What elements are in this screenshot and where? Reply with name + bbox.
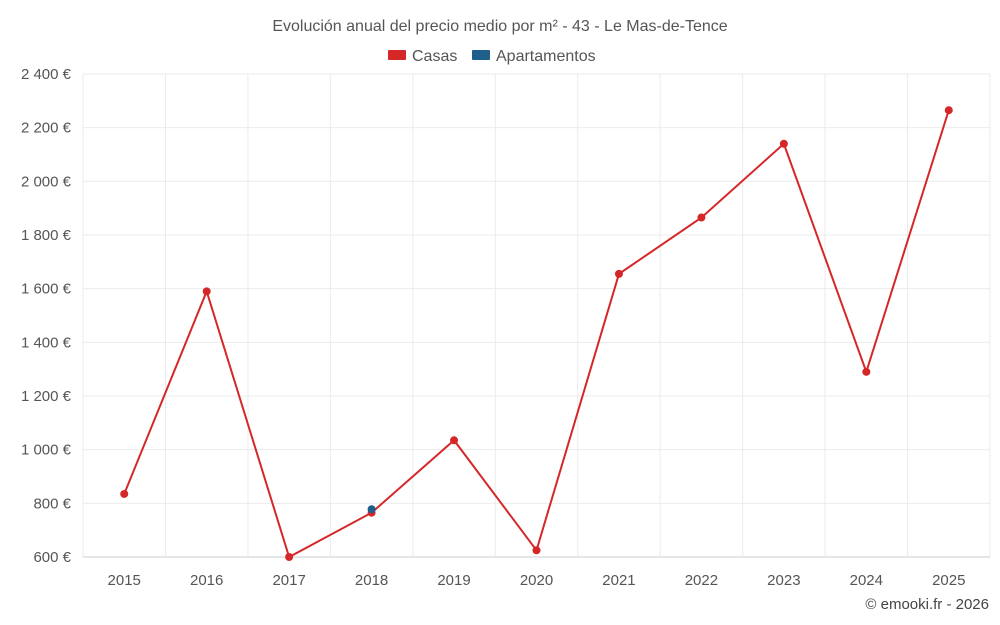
x-tick-label: 2021 <box>602 572 635 589</box>
x-axis-ticks: 2015 2016 2017 2018 2019 2020 2021 2022 2023 2024… <box>108 572 966 589</box>
y-tick-label: 1 400 € <box>21 334 72 351</box>
y-gridlines <box>83 73 990 558</box>
legend-item-apartamentos[interactable]: Apartamentos <box>472 48 596 65</box>
y-tick-label: 800 € <box>33 495 71 512</box>
x-tick-label: 2025 <box>932 572 965 589</box>
y-tick-label: 600 € <box>33 549 71 566</box>
series-points <box>120 106 953 561</box>
y-tick-label: 1 800 € <box>21 227 72 244</box>
x-tick-label: 2015 <box>108 572 141 589</box>
data-point-casas[interactable] <box>614 269 623 278</box>
chart-title: Evolución anual del precio medio por m² … <box>272 18 727 35</box>
legend-swatch-casas <box>388 50 406 60</box>
y-tick-label: 2 400 € <box>21 66 72 83</box>
x-gridlines <box>82 74 991 557</box>
y-tick-label: 1 600 € <box>21 281 72 298</box>
x-tick-label: 2020 <box>520 572 553 589</box>
x-tick-label: 2017 <box>272 572 305 589</box>
data-point-casas[interactable] <box>202 287 211 296</box>
y-tick-label: 1 200 € <box>21 388 72 405</box>
x-tick-label: 2019 <box>437 572 470 589</box>
legend-item-casas[interactable]: Casas <box>388 48 457 65</box>
x-tick-label: 2022 <box>685 572 718 589</box>
data-point-casas[interactable] <box>532 546 541 555</box>
legend-label-casas: Casas <box>412 48 457 65</box>
credit-text: © emooki.fr - 2026 <box>865 596 989 613</box>
data-point-casas[interactable] <box>862 367 871 376</box>
legend[interactable]: Casas Apartamentos <box>388 48 596 65</box>
y-tick-label: 2 000 € <box>21 173 72 190</box>
x-tick-label: 2016 <box>190 572 223 589</box>
x-tick-label: 2023 <box>767 572 800 589</box>
data-point-casas[interactable] <box>697 213 706 222</box>
data-point-apartamentos[interactable] <box>367 505 376 514</box>
y-axis-ticks: 600 € 800 € 1 000 € 1 200 € 1 400 € 1 600 € 1 … <box>21 66 72 566</box>
data-point-casas[interactable] <box>450 436 459 445</box>
data-point-casas[interactable] <box>285 553 294 561</box>
x-tick-label: 2024 <box>850 572 883 589</box>
data-point-casas[interactable] <box>779 139 788 148</box>
data-point-casas[interactable] <box>944 106 953 115</box>
legend-swatch-apartamentos <box>472 50 490 60</box>
y-tick-label: 1 000 € <box>21 442 72 459</box>
y-tick-label: 2 200 € <box>21 120 72 137</box>
x-tick-label: 2018 <box>355 572 388 589</box>
data-point-casas[interactable] <box>120 489 129 498</box>
legend-label-apartamentos: Apartamentos <box>496 48 596 65</box>
